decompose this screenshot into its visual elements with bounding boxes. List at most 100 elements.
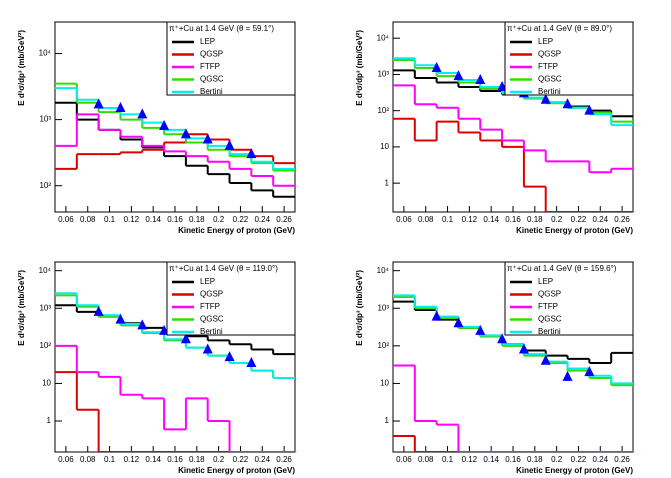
- histograms: [55, 82, 295, 198]
- legend-label: FTFP: [200, 62, 220, 71]
- x-tick-label: 0.26: [276, 455, 292, 464]
- legend-label: LEP: [538, 277, 553, 286]
- data-point: [93, 98, 104, 109]
- x-tick-label: 0.06: [58, 455, 74, 464]
- legend-label: QGSP: [538, 290, 561, 299]
- x-tick-label: 0.14: [483, 455, 499, 464]
- data-point: [431, 310, 442, 321]
- y-axis-label: E d³σ/dp³ (mb/GeV²): [17, 30, 26, 106]
- data-point: [180, 333, 191, 344]
- x-tick-label: 0.24: [254, 215, 270, 224]
- panel-title: π⁺+Cu at 1.4 GeV (θ = 119.0°): [169, 264, 278, 273]
- x-tick-label: 0.2: [551, 455, 563, 464]
- x-tick-label: 0.14: [483, 215, 499, 224]
- x-axis-label: Kinetic Energy of proton (GeV): [178, 226, 295, 235]
- x-axis-label: Kinetic Energy of proton (GeV): [516, 466, 633, 475]
- data-point: [202, 133, 213, 144]
- data-point: [584, 366, 595, 377]
- panel-title: π⁺+Cu at 1.4 GeV (θ = 89.0°): [507, 24, 612, 33]
- data-point: [540, 93, 551, 104]
- data-point: [431, 62, 442, 73]
- x-tick-label: 0.24: [592, 455, 608, 464]
- y-tick-label: 10²: [39, 181, 51, 190]
- y-tick-label: 10⁴: [377, 33, 390, 42]
- x-tick-label: 0.08: [418, 455, 434, 464]
- y-tick-label: 10³: [39, 115, 51, 124]
- data-point: [540, 354, 551, 365]
- x-tick-label: 0.1: [442, 455, 454, 464]
- legend-label: QGSC: [200, 75, 224, 84]
- data-point: [475, 74, 486, 85]
- panel-title: π⁺+Cu at 1.4 GeV (θ = 159.6°): [507, 264, 617, 273]
- data-point: [246, 148, 257, 159]
- legend-label: Bertini: [200, 87, 223, 96]
- legend-label: QGSP: [200, 290, 223, 299]
- panel: 0.06 0.08 0.1 0.12 0.14 0.16 0.18 0.2 0.22 0.24 0.…: [17, 261, 296, 475]
- legend-box: [504, 261, 634, 336]
- legend-label: QGSP: [200, 50, 223, 59]
- x-tick-label: 0.1: [104, 455, 116, 464]
- data-point: [518, 343, 529, 354]
- y-tick-label: 10: [380, 142, 389, 151]
- legend-label: FTFP: [538, 302, 558, 311]
- y-tick-label: 10³: [377, 303, 389, 312]
- y-tick-label: 10: [380, 379, 389, 388]
- legend-label: FTFP: [538, 62, 558, 71]
- data-point: [246, 356, 257, 367]
- x-tick-label: 0.24: [254, 455, 270, 464]
- x-tick-label: 0.1: [442, 215, 454, 224]
- data-point: [137, 319, 148, 330]
- legend-label: Bertini: [538, 327, 561, 336]
- data-point: [497, 333, 508, 344]
- legend-box: [166, 261, 296, 336]
- x-tick-label: 0.12: [462, 455, 478, 464]
- x-tick-label: 0.12: [462, 215, 478, 224]
- x-tick-label: 0.16: [167, 215, 183, 224]
- x-tick-label: 0.2: [213, 215, 225, 224]
- data-point: [202, 343, 213, 354]
- y-tick-label: 10³: [377, 70, 389, 79]
- data-point: [453, 70, 464, 81]
- data-point: [159, 120, 170, 131]
- x-axis-label: Kinetic Energy of proton (GeV): [516, 226, 633, 235]
- data-point: [453, 317, 464, 328]
- x-tick-label: 0.22: [233, 215, 249, 224]
- x-tick-label: 0.08: [80, 455, 96, 464]
- x-tick-label: 0.12: [124, 215, 140, 224]
- legend-label: LEP: [200, 277, 215, 286]
- x-tick-label: 0.08: [80, 215, 96, 224]
- x-tick-label: 0.22: [233, 455, 249, 464]
- x-tick-label: 0.08: [418, 215, 434, 224]
- legend-box: [504, 21, 634, 96]
- x-tick-label: 0.14: [145, 455, 161, 464]
- data-point: [224, 351, 235, 362]
- x-tick-label: 0.2: [213, 455, 225, 464]
- y-tick-label: 10⁴: [39, 49, 52, 58]
- legend-label: Bertini: [200, 327, 223, 336]
- x-tick-label: 0.16: [505, 215, 521, 224]
- y-tick-label: 10: [42, 379, 51, 388]
- legend-box: [166, 21, 296, 96]
- panel-title: π⁺+Cu at 1.4 GeV (θ = 59.1°): [169, 24, 274, 33]
- x-tick-label: 0.06: [58, 215, 74, 224]
- x-tick-label: 0.16: [505, 455, 521, 464]
- data-point: [137, 108, 148, 119]
- x-tick-label: 0.18: [527, 215, 543, 224]
- x-tick-label: 0.2: [551, 215, 563, 224]
- x-tick-label: 0.26: [614, 455, 630, 464]
- y-tick-label: 1: [47, 416, 52, 425]
- y-axis-label: E d³σ/dp³ (mb/GeV²): [355, 30, 364, 106]
- legend-label: QGSC: [538, 315, 562, 324]
- x-axis-label: Kinetic Energy of proton (GeV): [178, 466, 295, 475]
- panel: 0.06 0.08 0.1 0.12 0.14 0.16 0.18 0.2 0.22 0.24 0.…: [17, 21, 296, 235]
- y-tick-label: 10³: [39, 303, 51, 312]
- x-tick-label: 0.12: [124, 455, 140, 464]
- y-tick-label: 10²: [377, 341, 389, 350]
- legend-label: FTFP: [200, 302, 220, 311]
- x-tick-label: 0.06: [396, 215, 412, 224]
- data-point: [224, 139, 235, 150]
- x-tick-label: 0.18: [527, 455, 543, 464]
- data-point: [115, 313, 126, 324]
- data-point: [562, 98, 573, 109]
